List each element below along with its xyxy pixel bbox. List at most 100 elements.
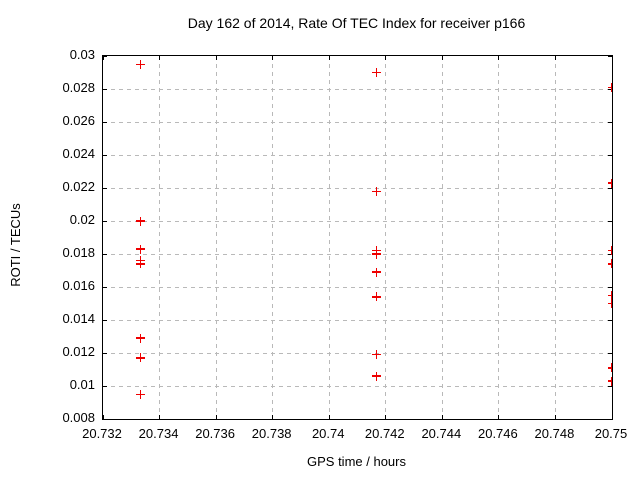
grid-line-horizontal [103,385,612,387]
y-tick-mark-left [103,385,107,387]
y-tick-mark-right [608,88,612,90]
y-tick-mark-right [608,187,612,189]
y-tick-mark-right [608,418,612,419]
x-tick-mark-top [554,56,556,60]
data-point-marker [136,353,146,363]
x-tick-mark-bottom [498,415,500,419]
data-point-marker [136,389,146,399]
plot-area [102,55,613,420]
x-tick-label: 20.732 [82,426,122,441]
y-tick-mark-right [608,56,612,57]
x-tick-mark-bottom [385,415,387,419]
x-axis-label: GPS time / hours [307,454,406,469]
y-tick-mark-right [608,154,612,156]
grid-line-vertical [554,56,556,419]
x-tick-label: 20.748 [534,426,575,441]
y-tick-label: 0.026 [62,113,95,128]
x-tick-mark-bottom [159,415,161,419]
y-tick-mark-left [103,220,107,222]
grid-line-vertical [215,56,217,419]
y-tick-mark-left [103,187,107,189]
grid-line-horizontal [103,286,612,288]
y-tick-label: 0.016 [62,278,95,293]
grid-line-horizontal [103,187,612,189]
y-tick-mark-right [608,253,612,255]
data-point-marker [136,333,146,343]
grid-line-horizontal [103,253,612,255]
x-tick-mark-bottom [554,415,556,419]
data-point-marker [371,371,381,381]
data-point-marker [607,299,612,308]
data-point-marker [371,267,381,277]
data-point-marker [371,350,381,360]
data-point-marker [607,82,612,92]
grid-line-vertical [385,56,387,419]
grid-line-horizontal [103,319,612,321]
grid-line-vertical [159,56,161,419]
x-tick-mark-bottom [272,415,274,419]
grid-line-vertical [272,56,274,419]
data-point-marker [371,68,381,77]
y-tick-mark-left [103,154,107,156]
y-tick-label: 0.022 [62,179,95,194]
y-tick-label: 0.008 [62,410,95,425]
y-tick-label: 0.024 [62,146,95,161]
y-tick-mark-left [103,286,107,288]
x-tick-mark-bottom [215,415,217,419]
data-point-marker [371,292,381,302]
x-tick-mark-top [215,56,217,60]
y-tick-mark-right [608,385,612,387]
grid-line-vertical [441,56,443,419]
data-point-marker [371,249,381,259]
data-point-marker [607,290,612,300]
y-tick-mark-left [103,418,107,419]
data-point-marker [136,216,146,226]
grid-line-horizontal [103,121,612,123]
x-tick-label: 20.736 [195,426,235,441]
x-tick-mark-bottom [103,415,104,419]
x-tick-mark-top [498,56,500,60]
data-point-marker [607,246,612,256]
x-tick-mark-top [159,56,161,60]
y-axis-label: ROTI / TECUs [8,203,23,287]
grid-line-vertical [498,56,500,419]
grid-line-horizontal [103,220,612,222]
grid-line-horizontal [103,88,612,90]
y-tick-label: 0.018 [62,245,95,260]
x-tick-label: 20.746 [477,426,518,441]
x-tick-label: 20.738 [251,426,292,441]
y-tick-label: 0.012 [62,344,95,359]
y-tick-mark-left [103,121,107,123]
y-tick-label: 0.014 [62,311,95,326]
x-tick-mark-top [103,56,104,60]
x-tick-mark-top [441,56,443,60]
x-tick-mark-bottom [441,415,443,419]
data-point-marker [607,178,612,188]
x-tick-label: 20.742 [364,426,405,441]
y-tick-label: 0.01 [69,377,95,392]
x-tick-label: 20.734 [138,426,179,441]
x-tick-mark-top [385,56,387,60]
data-point-marker [136,244,146,254]
y-tick-mark-left [103,88,107,90]
x-tick-mark-bottom [611,415,612,419]
data-point-marker [607,363,612,373]
y-tick-label: 0.03 [69,47,95,62]
y-tick-mark-right [608,121,612,123]
data-point-marker [371,186,381,196]
y-tick-mark-right [608,319,612,321]
x-tick-mark-top [272,56,274,60]
y-tick-mark-right [608,220,612,222]
grid-line-vertical [328,56,330,419]
y-tick-mark-left [103,253,107,255]
x-tick-label: 20.74 [311,426,345,441]
x-tick-mark-bottom [328,415,330,419]
data-point-marker [607,259,612,269]
y-tick-mark-right [608,352,612,354]
data-point-marker [136,59,146,69]
data-point-marker [136,259,146,269]
data-point-marker [607,376,612,386]
chart-title: Day 162 of 2014, Rate Of TEC Index for r… [187,15,526,31]
y-tick-mark-right [608,286,612,288]
y-tick-mark-left [103,56,107,57]
